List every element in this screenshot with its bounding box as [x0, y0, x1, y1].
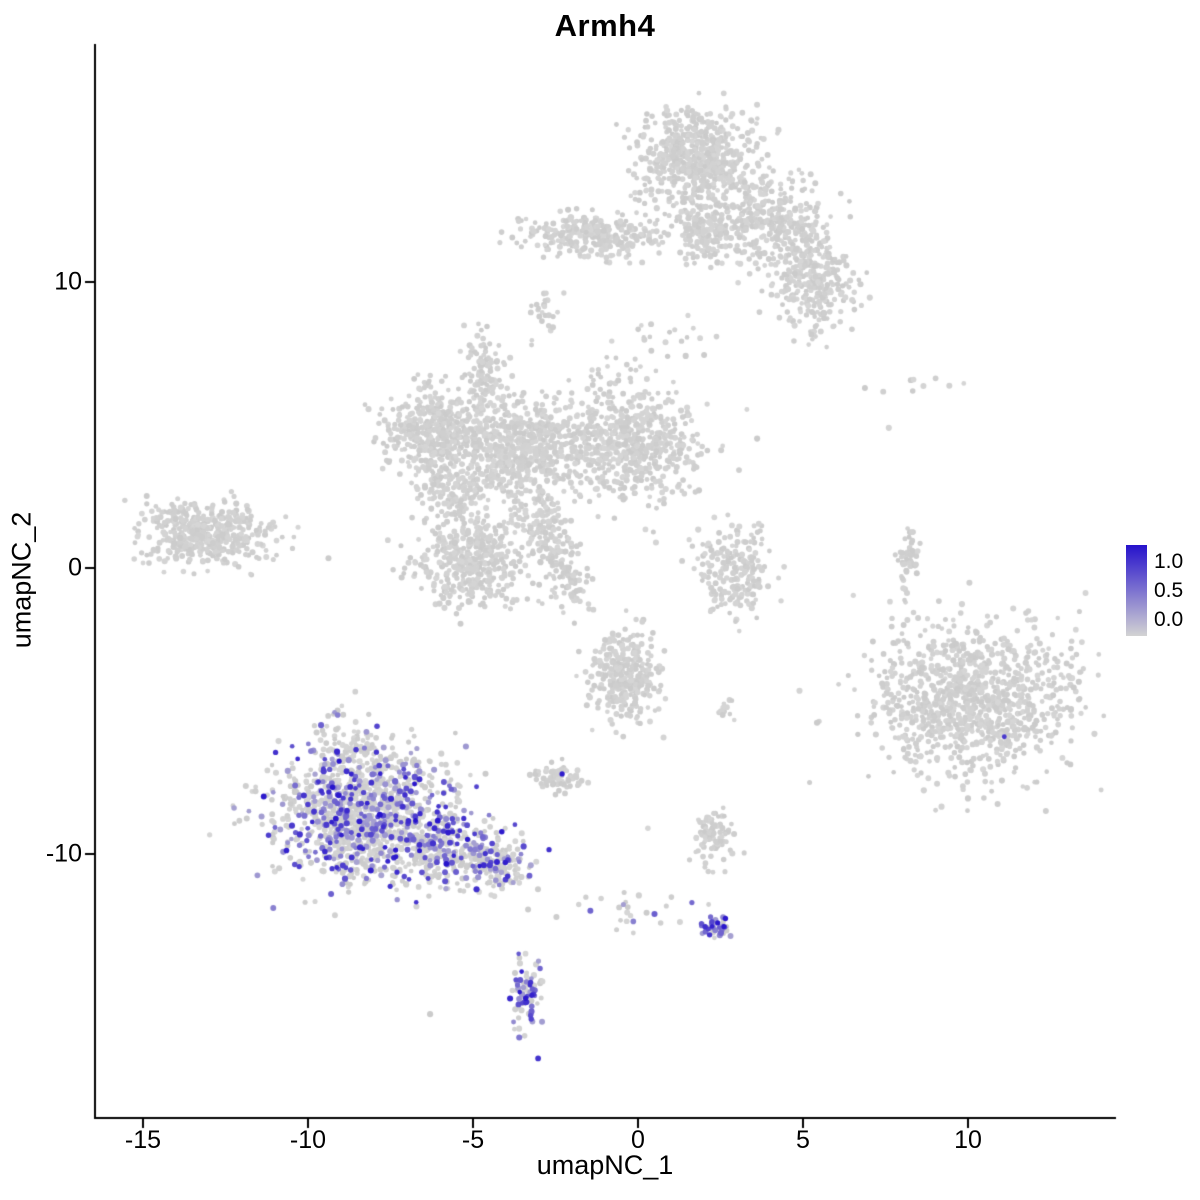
- x-tick-label: -10: [289, 1126, 327, 1154]
- y-tick-label: 0: [68, 553, 82, 582]
- legend-label-low: 0.0: [1154, 608, 1184, 631]
- legend-label-high: 1.0: [1154, 550, 1184, 573]
- x-tick-label: 5: [796, 1126, 810, 1154]
- chart-title: Armh4: [554, 8, 656, 43]
- y-tick-label: 10: [54, 267, 82, 296]
- x-axis-label: umapNC_1: [536, 1150, 674, 1180]
- legend-label-mid: 0.5: [1154, 579, 1184, 602]
- legend-gradient-bar: [1126, 545, 1147, 636]
- x-tick-label: 0: [631, 1126, 645, 1154]
- x-tick-label: -5: [461, 1126, 485, 1154]
- y-tick-label: -10: [45, 839, 82, 868]
- x-tick-label: 10: [954, 1126, 982, 1154]
- x-tick-label: -15: [124, 1126, 162, 1154]
